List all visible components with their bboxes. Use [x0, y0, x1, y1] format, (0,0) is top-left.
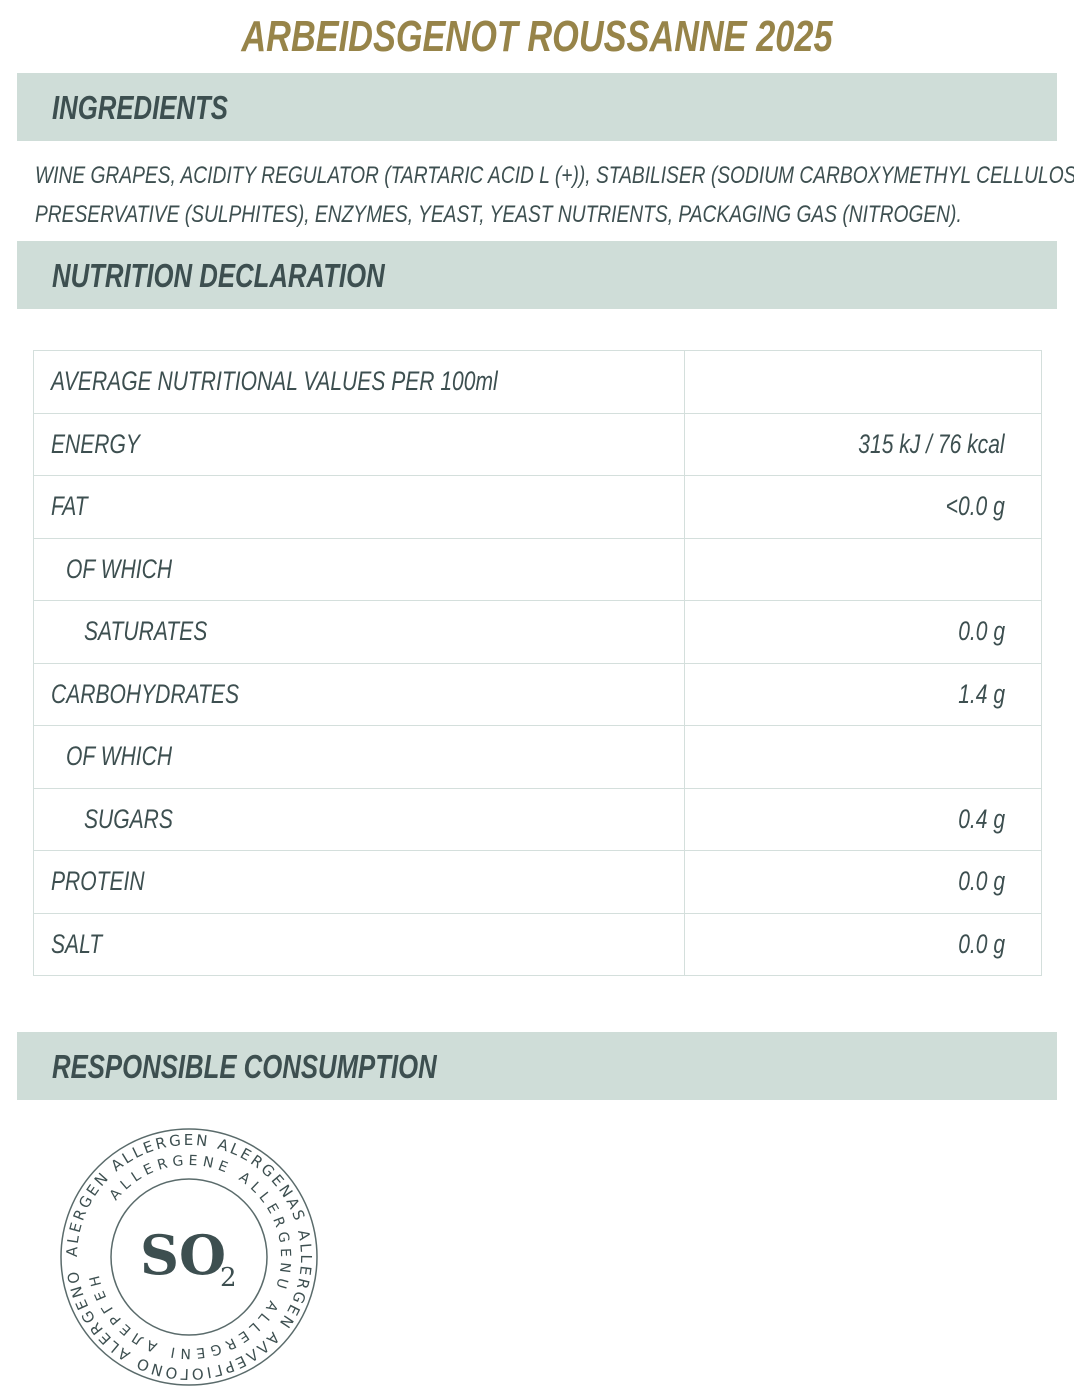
- svg-text:2: 2: [220, 1263, 237, 1293]
- table-row: FAT <0.0 g: [33, 475, 1042, 539]
- nutrition-table: AVERAGE NUTRITIONAL VALUES PER 100ml ENE…: [33, 350, 1042, 976]
- table-row: SALT 0.0 g: [33, 912, 1042, 976]
- table-row: OF WHICH: [33, 725, 1042, 789]
- table-row: AVERAGE NUTRITIONAL VALUES PER 100ml: [33, 350, 1042, 414]
- table-row: OF WHICH: [33, 537, 1042, 601]
- ingredients-text: WINE GRAPES, ACIDITY REGULATOR (TARTARIC…: [35, 162, 1074, 228]
- table-row: ENERGY 315 kJ / 76 kcal: [33, 412, 1042, 476]
- nutrition-header: NUTRITION DECLARATION: [17, 241, 1057, 309]
- table-row: SATURATES 0.0 g: [33, 600, 1042, 664]
- table-row: CARBOHYDRATES 1.4 g: [33, 662, 1042, 726]
- table-row: SUGARS 0.4 g: [33, 787, 1042, 851]
- table-row: PROTEIN 0.0 g: [33, 850, 1042, 914]
- responsible-header: RESPONSIBLE CONSUMPTION: [17, 1032, 1057, 1100]
- so2-allergen-seal-icon: ALERGEN ALLERGEN ALERGENAS ALLERGEN ΑΛΛΕ…: [60, 1128, 318, 1386]
- ingredients-header: INGREDIENTS: [17, 73, 1057, 141]
- page-title: ARBEIDSGENOT ROUSSANNE 2025: [241, 12, 833, 61]
- svg-text:SO: SO: [140, 1223, 226, 1287]
